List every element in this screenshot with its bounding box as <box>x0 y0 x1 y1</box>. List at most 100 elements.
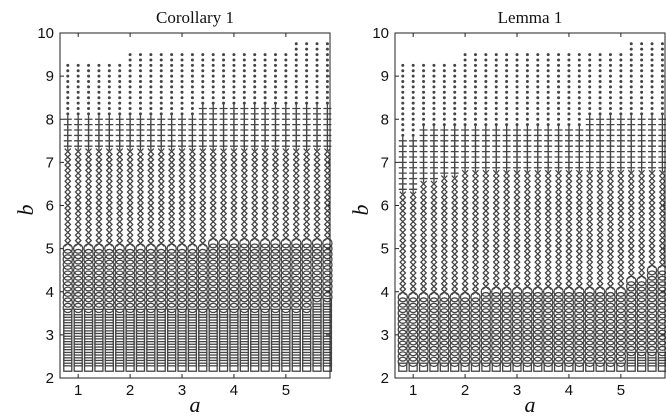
circle-point <box>553 302 564 314</box>
dot-point <box>294 53 298 57</box>
square-point <box>208 335 218 345</box>
x-point <box>240 164 248 172</box>
x-point <box>230 207 238 215</box>
x-point <box>157 175 165 183</box>
circle-point <box>501 318 512 330</box>
x-point <box>544 272 552 280</box>
x-point <box>596 266 604 274</box>
square-point <box>291 324 301 335</box>
x-point <box>565 223 573 231</box>
x-point <box>282 175 290 183</box>
x-point <box>272 158 279 166</box>
dot-point <box>536 85 540 89</box>
circle-point <box>636 345 647 357</box>
x-point <box>440 196 448 204</box>
x-point <box>178 223 186 231</box>
x-point <box>126 185 134 193</box>
x-point <box>472 180 479 188</box>
dot-point <box>159 106 163 110</box>
dot-point <box>315 53 319 57</box>
dot-point <box>149 90 153 94</box>
dot-point <box>180 58 184 62</box>
circle-point <box>311 286 323 297</box>
dot-point <box>138 112 142 116</box>
square-point <box>450 362 460 372</box>
circle-point <box>522 324 533 335</box>
x-point <box>147 234 155 242</box>
plot-frame <box>394 32 666 379</box>
x-point <box>575 250 583 258</box>
dot-point <box>222 69 226 73</box>
x-point <box>209 218 217 226</box>
circle-point <box>470 302 481 314</box>
circle-point <box>532 308 544 319</box>
circle-point <box>166 264 177 276</box>
x-point <box>534 245 542 253</box>
x-point <box>492 191 500 199</box>
circle-point <box>218 237 229 249</box>
square-point <box>322 308 333 318</box>
x-point <box>461 261 469 269</box>
x-point <box>658 207 666 215</box>
x-point <box>565 272 573 280</box>
x-point <box>292 191 300 199</box>
dot-point <box>66 85 70 89</box>
dot-point <box>66 74 70 78</box>
x-point <box>596 228 604 236</box>
circle-point <box>532 318 544 330</box>
circle-point <box>615 351 627 362</box>
dot-point <box>315 42 319 46</box>
circle-point <box>439 318 450 330</box>
x-point <box>492 223 500 231</box>
dot-point <box>546 58 550 62</box>
circle-point <box>459 297 471 308</box>
circle-point <box>418 356 429 368</box>
dot-point <box>149 69 153 73</box>
square-point <box>312 357 322 367</box>
plus-point <box>157 115 166 124</box>
x-point <box>607 282 614 290</box>
dot-point <box>149 106 153 110</box>
circle-point <box>397 302 409 314</box>
square-point <box>229 324 239 335</box>
square-point <box>322 362 333 372</box>
square-point <box>125 324 135 335</box>
plus-point <box>188 115 197 124</box>
x-point <box>116 239 124 247</box>
y-axis-label: b <box>13 205 38 216</box>
dot-point <box>411 117 415 121</box>
x-point <box>440 185 448 193</box>
dot-point <box>107 69 111 73</box>
x-point <box>586 228 594 236</box>
x-point <box>178 196 186 204</box>
circle-point <box>311 264 323 276</box>
square-point <box>166 319 177 329</box>
x-point <box>230 212 238 220</box>
dot-point <box>650 112 654 116</box>
x-point <box>209 191 217 199</box>
x-point <box>586 239 594 247</box>
dot-point <box>557 85 561 89</box>
x-point <box>638 228 646 236</box>
x-point <box>430 223 438 231</box>
x-point <box>596 175 604 183</box>
x-point <box>565 175 573 183</box>
square-point <box>312 308 322 318</box>
square-point <box>239 314 249 324</box>
x-point <box>607 196 614 204</box>
dot-point <box>525 106 529 110</box>
dot-point <box>629 42 633 46</box>
x-point <box>607 191 614 199</box>
x-point <box>168 158 176 166</box>
square-point <box>156 330 166 340</box>
circle-point <box>239 254 250 265</box>
dot-point <box>284 69 288 73</box>
x-point <box>503 266 511 274</box>
x-point <box>188 239 196 247</box>
x-point <box>492 234 500 242</box>
dot-point <box>588 85 592 89</box>
circle-point <box>135 270 146 281</box>
x-point <box>399 272 407 280</box>
x-point <box>85 175 93 183</box>
square-point <box>115 362 125 372</box>
